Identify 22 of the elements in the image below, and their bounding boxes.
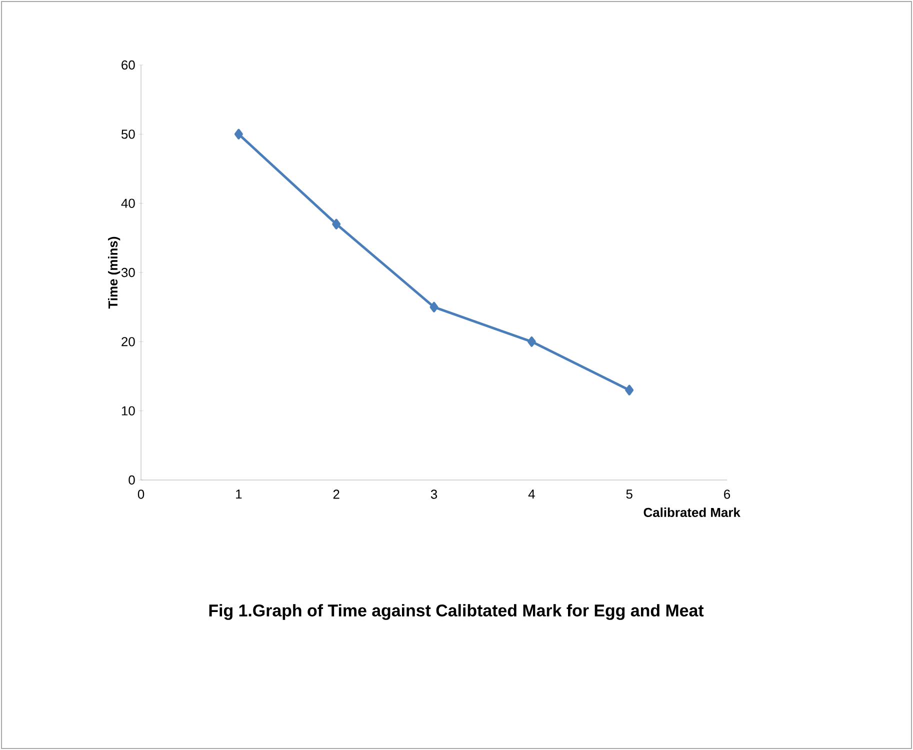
y-tick-label: 30 xyxy=(121,268,135,278)
point xyxy=(332,218,341,230)
x-tick-label: 2 xyxy=(333,490,340,499)
x-tick-label: 0 xyxy=(138,490,144,499)
x-tick-label: 6 xyxy=(724,490,730,499)
y-axis-title: Time (mins) xyxy=(108,236,120,309)
point xyxy=(527,336,536,347)
x-tick-label: 3 xyxy=(430,490,438,499)
point xyxy=(625,384,634,396)
y-tick-label: 10 xyxy=(122,406,135,416)
y-tick-label: 60 xyxy=(122,60,135,70)
caption: Fig 1.Graph of Time against Calibtated Mark for Egg and Meat xyxy=(209,604,704,620)
y-tick-label: 0 xyxy=(128,475,135,485)
y-tick-label: 40 xyxy=(121,198,135,208)
x-tick-label: 4 xyxy=(528,490,535,499)
x-tick-label: 5 xyxy=(626,490,632,499)
point xyxy=(234,128,243,140)
point xyxy=(430,302,438,312)
y-tick-label: 50 xyxy=(121,130,135,139)
y-tick-label: 20 xyxy=(122,337,135,346)
x-tick-label: 1 xyxy=(236,490,242,499)
x-axis-title: Calibrated Mark xyxy=(644,508,740,518)
